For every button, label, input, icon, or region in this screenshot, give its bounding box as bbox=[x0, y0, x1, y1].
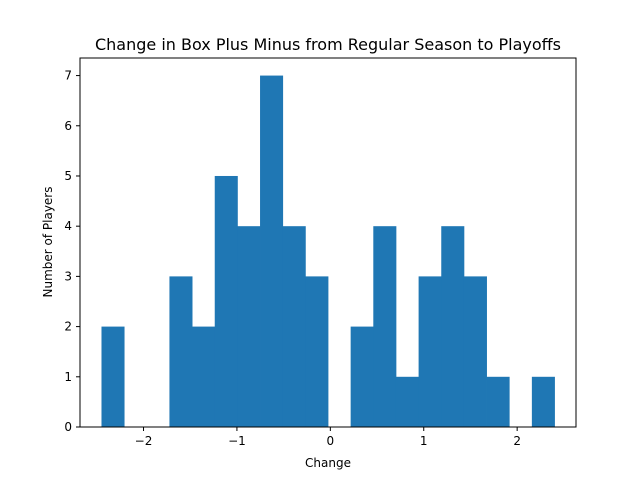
chart-title: Change in Box Plus Minus from Regular Se… bbox=[95, 35, 561, 54]
bars-group bbox=[101, 75, 555, 428]
histogram-bar bbox=[260, 75, 284, 428]
x-tick-label: 2 bbox=[513, 434, 521, 448]
histogram-bar bbox=[237, 226, 261, 427]
y-tick-label: 4 bbox=[64, 219, 72, 233]
y-tick-label: 6 bbox=[64, 119, 72, 133]
histogram-bar bbox=[282, 226, 306, 427]
y-axis-ticks: 0 1 2 3 4 5 6 7 bbox=[64, 69, 80, 434]
y-axis-label: Number of Players bbox=[41, 187, 55, 298]
histogram-bar bbox=[418, 276, 442, 427]
plot-frame bbox=[79, 57, 577, 428]
histogram-bar bbox=[305, 276, 329, 427]
x-tick-label: 0 bbox=[327, 434, 335, 448]
x-axis-label: Change bbox=[305, 456, 351, 470]
y-tick-label: 1 bbox=[64, 370, 72, 384]
x-tick-label: −1 bbox=[228, 434, 246, 448]
y-tick-label: 5 bbox=[64, 169, 72, 183]
histogram-bar bbox=[463, 276, 487, 427]
y-tick-label: 0 bbox=[64, 420, 72, 434]
x-tick-label: −2 bbox=[135, 434, 153, 448]
histogram-bar bbox=[373, 226, 397, 427]
histogram-bar bbox=[486, 376, 510, 427]
histogram-bar bbox=[350, 326, 374, 427]
y-tick-label: 3 bbox=[64, 269, 72, 283]
histogram-bar bbox=[192, 326, 216, 427]
y-tick-label: 7 bbox=[64, 69, 72, 83]
histogram-bar bbox=[531, 376, 555, 427]
histogram-bar bbox=[395, 376, 420, 427]
x-tick-label: 1 bbox=[420, 434, 428, 448]
histogram-bar bbox=[441, 226, 465, 427]
histogram-bar bbox=[169, 276, 193, 427]
x-axis-ticks: −2 −1 0 1 2 bbox=[135, 427, 521, 448]
histogram-bar bbox=[214, 175, 238, 427]
y-tick-label: 2 bbox=[64, 320, 72, 334]
histogram-bar bbox=[101, 326, 125, 427]
